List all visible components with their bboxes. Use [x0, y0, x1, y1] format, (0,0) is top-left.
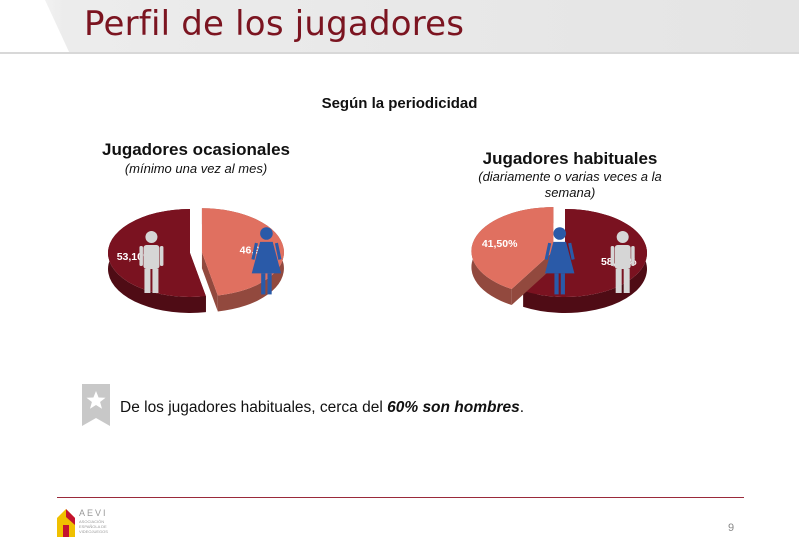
male-icon — [139, 231, 164, 293]
chart-subtitle-habituales: (diariamente o varias veces a la semana) — [455, 169, 685, 201]
chart-subtitle-habituales-line1: (diariamente o varias veces a la — [478, 169, 662, 184]
aevi-logo: AEVI ASOCIACIÓN ESPAÑOLA DE VIDEOJUEGOS — [57, 508, 108, 537]
page-number: 9 — [728, 522, 735, 534]
footer-divider — [57, 497, 744, 498]
pie-chart-ocasionales: 46,90%53,10% — [108, 208, 284, 313]
logo-subtext-2: ESPAÑOLA DE — [79, 524, 107, 529]
chart-subtitle-ocasionales: (mínimo una vez al mes) — [124, 161, 268, 176]
pie-slice-1: 53,10% — [108, 209, 206, 313]
logo-subtext-3: VIDEOJUEGOS — [79, 529, 108, 534]
chart-title-ocasionales: Jugadores ocasionales — [101, 140, 291, 159]
star-badge-icon — [82, 384, 110, 426]
section-title: Según la periodicidad — [321, 95, 478, 112]
female-icon — [544, 227, 575, 295]
female-icon — [251, 227, 282, 295]
note-text-before: De los jugadores habituales, cerca del — [120, 399, 388, 416]
logo-subtext-1: ASOCIACIÓN — [79, 519, 104, 524]
male-icon — [610, 231, 635, 293]
pie-chart-habituales: 58,50%41,50% — [471, 207, 647, 313]
note-emphasis: 60% son hombres — [387, 399, 520, 416]
page-title: Perfil de los jugadores — [84, 4, 465, 44]
chart-title-habituales: Jugadores habituales — [482, 149, 658, 168]
logo-text: AEVI — [79, 508, 108, 518]
title-band — [0, 0, 799, 54]
pie-slice-1: 41,50% — [471, 207, 575, 305]
chart-subtitle-habituales-line2: semana) — [544, 185, 596, 200]
pie-label-1: 41,50% — [482, 238, 518, 250]
pie-slice-0: 46,90% — [201, 208, 284, 312]
note-text-after: . — [519, 399, 525, 416]
note-text: De los jugadores habituales, cerca del 6… — [120, 399, 524, 417]
